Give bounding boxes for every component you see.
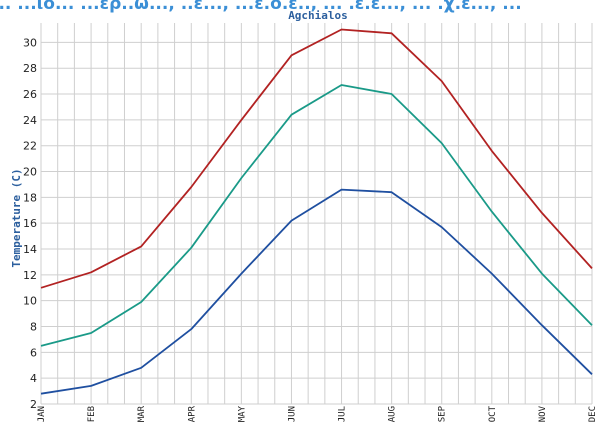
x-tick-label: SEP xyxy=(438,405,448,422)
y-tick-label: 4 xyxy=(30,372,37,385)
x-tick-label: MAR xyxy=(137,405,147,422)
y-tick-label: 6 xyxy=(30,346,37,359)
x-tick-label: JAN xyxy=(37,406,47,422)
y-tick-label: 2 xyxy=(30,398,37,411)
y-tick-label: 28 xyxy=(23,62,37,75)
x-tick-label: MAY xyxy=(237,405,247,422)
x-tick-label: NOV xyxy=(538,405,548,422)
x-tick-label: JUN xyxy=(287,406,297,422)
x-tick-label: OCT xyxy=(488,405,498,422)
y-tick-label: 20 xyxy=(23,166,37,179)
x-tick-label: DEC xyxy=(588,406,595,422)
series-line-3 xyxy=(40,188,593,395)
y-tick-label: 16 xyxy=(23,217,37,230)
y-tick-label: 24 xyxy=(23,114,37,127)
y-tick-label: 12 xyxy=(23,269,37,282)
y-axis-label: Temperature (C) xyxy=(10,168,23,267)
y-tick-label: 22 xyxy=(23,140,37,153)
y-tick-label: 10 xyxy=(23,295,37,308)
series-lines xyxy=(40,28,593,395)
x-tick-label: APR xyxy=(187,405,197,422)
y-tick-label: 14 xyxy=(23,243,37,256)
gridlines xyxy=(40,23,593,405)
y-tick-label: 26 xyxy=(23,88,37,101)
x-tick-label: JUL xyxy=(338,406,348,422)
series-line-1 xyxy=(40,28,593,289)
chart-title: Agchialos xyxy=(288,9,348,22)
page-header-text: ... ...ιο... ...ερ..ω..., ..ε..., ...ε.ο… xyxy=(0,0,522,14)
y-tick-label: 8 xyxy=(30,321,37,334)
x-tick-label: FEB xyxy=(87,406,97,422)
y-tick-label: 18 xyxy=(23,191,37,204)
x-tick-label: AUG xyxy=(388,406,398,422)
series-line-2 xyxy=(40,84,593,347)
y-tick-label: 30 xyxy=(23,36,37,49)
x-axis-ticks: JAN FEB MAR APR MAY JUN JUL AUG SEP OCT NOV DEC xyxy=(37,405,595,422)
